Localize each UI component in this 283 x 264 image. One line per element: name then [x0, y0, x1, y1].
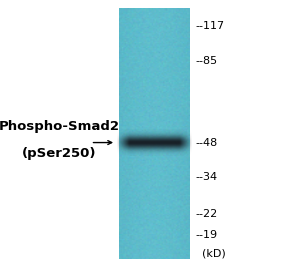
Text: --22: --22 [195, 209, 218, 219]
Text: (kD): (kD) [202, 248, 226, 258]
Text: (pSer250): (pSer250) [22, 147, 97, 160]
Text: --34: --34 [195, 172, 217, 182]
Text: --19: --19 [195, 230, 217, 240]
Text: --85: --85 [195, 56, 217, 66]
Text: --117: --117 [195, 21, 224, 31]
Text: Phospho-Smad2: Phospho-Smad2 [0, 120, 120, 133]
Text: --48: --48 [195, 138, 218, 148]
